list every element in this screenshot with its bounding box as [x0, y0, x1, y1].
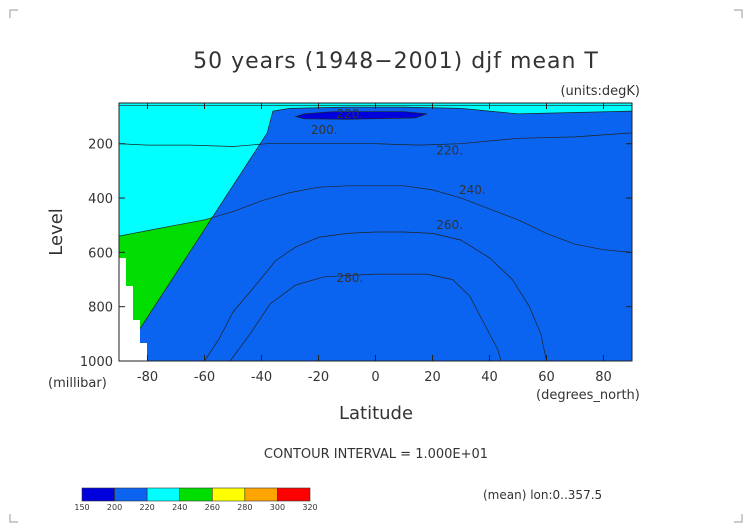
x-tick-label: -80 — [137, 370, 158, 385]
y-unit-label: (millibar) — [48, 376, 107, 391]
x-tick-label: 80 — [595, 370, 612, 385]
colorbar-tick-label: 280 — [237, 503, 252, 512]
colorbar-swatch — [114, 487, 148, 502]
x-tick-label: 20 — [424, 370, 441, 385]
x-axis-label: Latitude — [339, 403, 413, 424]
band-150-200 — [295, 111, 427, 120]
colorbar-tick-label: 150 — [74, 503, 89, 512]
x-tick-label: 40 — [481, 370, 498, 385]
units-label: (units:degK) — [560, 84, 640, 99]
y-tick-label: 600 — [88, 246, 113, 261]
y-tick-label: 200 — [88, 138, 113, 153]
contour-line-260-280 — [204, 231, 547, 361]
contour-label: 280. — [336, 271, 363, 285]
contour-label: 220. — [336, 107, 363, 121]
contour-label: 220. — [436, 144, 463, 158]
colorbar-tick-label: 320 — [302, 503, 317, 512]
colorbar-tick-label: 260 — [205, 503, 220, 512]
contour-label: 200. — [311, 123, 338, 137]
contour-line-220-240 — [119, 105, 632, 361]
y-tick-label: 800 — [88, 301, 113, 316]
colorbar: 150 200 220 240 260 280 300 320 — [74, 487, 318, 512]
colorbar-swatch — [81, 487, 115, 502]
contour-line-150-200 — [294, 111, 427, 120]
colorbar-tick-label: 240 — [172, 503, 187, 512]
x-tick-label: 60 — [538, 370, 555, 385]
x-unit-label: (degrees_north) — [536, 388, 640, 403]
contour-line-200-220 — [119, 106, 632, 361]
x-tick-label: -40 — [251, 370, 272, 385]
footer-text: (mean) lon:0..357.5 — [483, 488, 602, 502]
colorbar-tick-label: 220 — [140, 503, 155, 512]
band-200-220 — [119, 107, 632, 361]
x-tick-label: -20 — [308, 370, 329, 385]
plot-area: 220. 200. 220. 240. 260. 280. -80 -60 -40 -20 0 20… — [80, 102, 633, 385]
contour-label: 240. — [459, 183, 486, 197]
chart-title: 50 years (1948−2001) djf mean T — [193, 49, 599, 74]
colorbar-tick-label: 200 — [107, 503, 122, 512]
colorbar-swatch — [211, 487, 246, 502]
contour-line-280-300 — [229, 273, 502, 361]
y-tick-label: 400 — [88, 192, 113, 207]
colorbar-swatch — [179, 487, 213, 502]
y-tick-label: 1000 — [80, 355, 113, 370]
colorbar-tick-label: 300 — [270, 503, 285, 512]
x-tick-label: -60 — [194, 370, 215, 385]
x-tick-label: 0 — [371, 370, 379, 385]
y-axis-label: Level — [46, 208, 67, 256]
contour-line-240-260 — [119, 185, 632, 361]
colorbar-swatch — [244, 487, 278, 502]
colorbar-swatch — [277, 487, 311, 502]
missing-data-patch — [119, 258, 147, 361]
corner-marks — [9, 9, 743, 523]
colorbar-swatch — [146, 487, 181, 502]
contour-label: 260. — [436, 218, 463, 232]
contour-interval-text: CONTOUR INTERVAL = 1.000E+01 — [264, 447, 488, 462]
